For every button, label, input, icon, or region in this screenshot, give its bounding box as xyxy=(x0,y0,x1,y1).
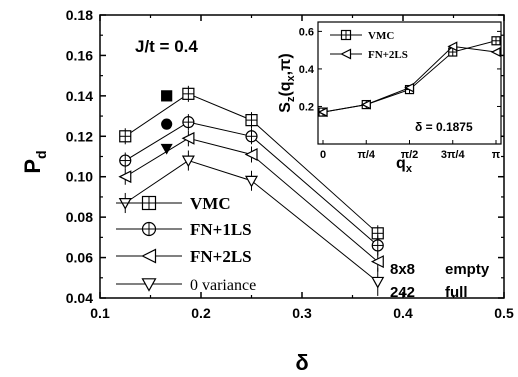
inset-annotation: δ = 0.1875 xyxy=(415,120,473,134)
inset-x-tick-label: π/4 xyxy=(357,149,375,161)
inset-x-axis-label: qx xyxy=(396,155,413,175)
y-tick-label: 0.16 xyxy=(66,47,93,63)
legend-marker xyxy=(141,248,157,264)
data-point xyxy=(119,130,132,143)
data-point xyxy=(181,155,195,168)
inset-series xyxy=(317,36,501,118)
filled-point xyxy=(160,143,173,155)
series-line xyxy=(124,159,379,283)
main-ticks: 0.1 0.2 0.3 0.4 0.5 0.04 0.06 0.08 0.10 0.12 0.14 0… xyxy=(66,7,514,321)
filled-point xyxy=(161,90,173,102)
data-point xyxy=(244,148,258,161)
inset-data-point xyxy=(447,41,458,52)
fill-label-empty: empty xyxy=(445,261,490,278)
data-point xyxy=(244,175,259,188)
inset-data-point xyxy=(404,82,415,93)
inset-data-point xyxy=(317,107,328,118)
inset-background xyxy=(318,22,501,144)
legend-label: VMC xyxy=(190,194,231,213)
inset-legend-label: VMC xyxy=(368,30,394,42)
data-point xyxy=(245,130,258,143)
legend-marker xyxy=(141,278,157,292)
inset-data-point xyxy=(490,47,501,58)
y-axis-label: Pd xyxy=(20,150,49,173)
inset-y-tick-label: 0.2 xyxy=(299,101,314,113)
legend-label: 0 variance xyxy=(190,277,256,294)
y-tick-label: 0.04 xyxy=(66,290,93,306)
data-point xyxy=(182,116,195,129)
inset-data-point xyxy=(491,36,501,46)
data-point xyxy=(119,154,132,167)
series-line xyxy=(124,137,379,262)
legend-label: FN+1LS xyxy=(190,220,252,239)
inset-ticks: 0 π/4 π/2 3π/4 π 0.2 0.4 0.6 xyxy=(299,26,501,161)
data-point xyxy=(118,170,132,184)
y-tick-label: 0.12 xyxy=(66,128,93,144)
inset-x-tick-label: π/2 xyxy=(401,149,419,161)
inset-y-tick-label: 0.4 xyxy=(299,64,315,76)
data-point xyxy=(182,87,195,100)
x-tick-label: 0.2 xyxy=(191,305,211,321)
y-tick-label: 0.18 xyxy=(66,7,93,23)
annotation-jt: J/t = 0.4 xyxy=(135,37,198,56)
size-label-8x8: 8x8 xyxy=(390,261,415,278)
filled-point xyxy=(161,118,173,130)
main-series xyxy=(118,85,385,296)
x-tick-label: 0.3 xyxy=(292,305,312,321)
svg-text:Sz(qx,π): Sz(qx,π) xyxy=(277,53,297,112)
legend-label: FN+2LS xyxy=(190,247,252,266)
data-point xyxy=(371,276,385,289)
svg-text:Pd: Pd xyxy=(20,150,49,173)
inset-x-tick-label: π xyxy=(492,149,501,161)
series-line xyxy=(124,93,379,234)
x-tick-label: 0.5 xyxy=(494,305,514,321)
fill-label-full: full xyxy=(445,284,468,301)
inset-y-axis-label: Sz(qx,π) xyxy=(277,53,297,112)
inset-y-tick-label: 0.6 xyxy=(299,26,314,38)
inset-legend-marker xyxy=(340,48,352,60)
data-point xyxy=(118,197,132,210)
y-tick-label: 0.14 xyxy=(66,88,93,104)
inset-legend-marker xyxy=(340,29,352,41)
y-tick-label: 0.08 xyxy=(66,209,93,225)
x-tick-label: 0.1 xyxy=(90,305,110,321)
data-point xyxy=(181,131,195,145)
inset-legend-label: FN+2LS xyxy=(368,49,408,61)
y-tick-label: 0.10 xyxy=(66,169,93,185)
data-point xyxy=(245,114,258,127)
main-legend: VMC FN+1LS FN+2LS 0 variance xyxy=(116,194,256,294)
legend-marker xyxy=(141,221,157,237)
main-filled-points xyxy=(160,90,173,155)
legend-marker xyxy=(141,195,157,211)
x-axis-label: δ xyxy=(295,350,308,375)
data-point xyxy=(370,255,384,269)
size-label-242: 242 xyxy=(390,284,415,301)
y-tick-label: 0.06 xyxy=(66,250,93,266)
inset-legend: VMC FN+2LS xyxy=(330,29,408,61)
inset-x-tick-label: 3π/4 xyxy=(441,149,466,161)
inset-data-point xyxy=(360,99,371,110)
data-point xyxy=(371,239,384,252)
x-tick-label: 0.4 xyxy=(393,305,413,321)
inset-x-tick-label: 0 xyxy=(320,149,326,161)
series-line xyxy=(124,121,379,246)
